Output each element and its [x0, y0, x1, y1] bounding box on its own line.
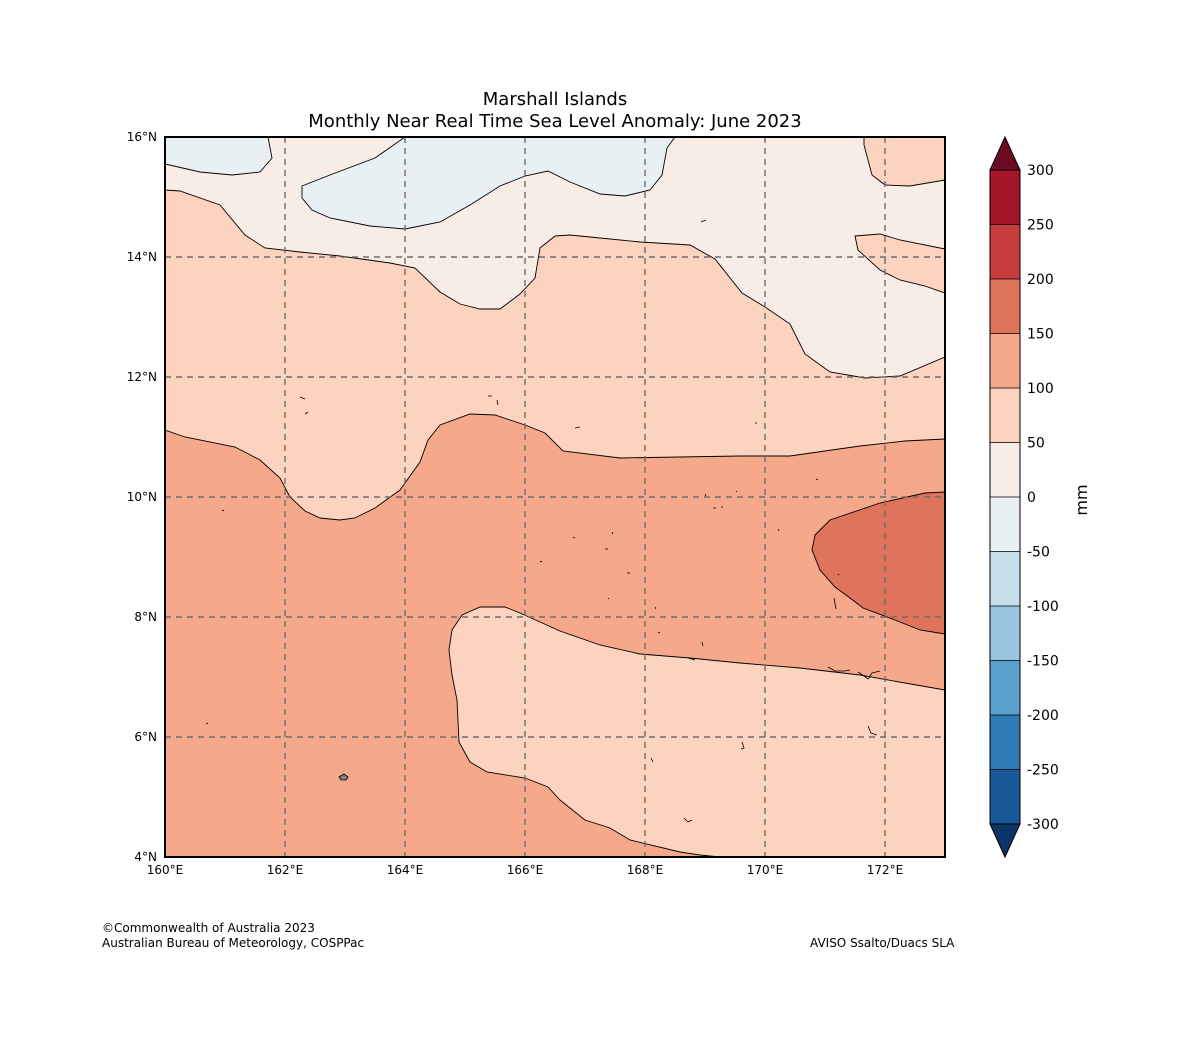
colorbar-tick-label: 100 [1027, 381, 1054, 397]
island-maloelap [833, 573, 840, 610]
y-tick-label: 16°N [127, 130, 157, 144]
anomaly-region-100-150 [165, 413, 945, 857]
x-tick-label: 168°E [627, 863, 664, 877]
colorbar-tick-label: -200 [1027, 708, 1059, 724]
x-tick-label: 170°E [747, 863, 784, 877]
chart-subtitle: Monthly Near Real Time Sea Level Anomaly… [308, 111, 801, 132]
footer-credits: ©Commonwealth of Australia 2023 Australi… [102, 921, 364, 951]
colorbar-tick-label: 50 [1027, 436, 1045, 452]
colorbar-tick-label: -150 [1027, 654, 1059, 670]
colorbar-swatch [990, 606, 1020, 661]
colorbar-tick-label: 250 [1027, 218, 1054, 234]
island-mili [740, 741, 745, 750]
anomaly-region-50-100-northeast [863, 137, 945, 187]
map-frame [164, 136, 946, 858]
colorbar-swatch [990, 442, 1020, 497]
island-wotje [777, 528, 780, 532]
y-tick-label: 8°N [134, 610, 157, 624]
anomaly-region-50-100-east [854, 233, 945, 294]
x-tick-label: 166°E [507, 863, 544, 877]
islands [205, 219, 881, 823]
y-tick-label: 12°N [127, 370, 157, 384]
colorbar-swatch [990, 715, 1020, 770]
colorbar-unit-label: mm [1072, 484, 1091, 515]
colorbar-swatch [990, 170, 1020, 225]
y-axis-tick-labels: 4°N 6°N 8°N 10°N 12°N 14°N 16°N [127, 130, 157, 864]
island-lib [539, 560, 610, 600]
island-ebon [683, 817, 693, 823]
x-tick-label: 172°E [867, 863, 904, 877]
x-tick-label: 160°E [147, 863, 184, 877]
island-ujae [572, 531, 614, 539]
colorbar: 300 250 200 150 100 50 0 -50 -100 -150 -200 -250 -30… [989, 135, 1059, 859]
colorbar-swatch [990, 551, 1020, 606]
colorbar-swatch [990, 497, 1020, 552]
y-tick-label: 6°N [134, 730, 157, 744]
island-arno [827, 666, 851, 672]
colorbar-tick-label: -100 [1027, 599, 1059, 615]
map-area [165, 137, 945, 857]
island-wake [700, 219, 707, 223]
island-kosrae [338, 773, 349, 781]
colorbar-swatch [990, 660, 1020, 715]
island-jaluit [687, 657, 696, 661]
x-tick-label: 162°E [267, 863, 304, 877]
island-likiep [713, 506, 723, 509]
footer-agency: Australian Bureau of Meteorology, COSPPa… [102, 936, 365, 950]
colorbar-swatch [990, 279, 1020, 334]
y-tick-label: 14°N [127, 250, 157, 264]
colorbar-swatch [990, 388, 1020, 443]
colorbar-tick-label: 300 [1027, 163, 1054, 179]
island-namu [654, 606, 661, 634]
y-tick-label: 4°N [134, 850, 157, 864]
y-tick-label: 10°N [127, 490, 157, 504]
colorbar-tick-label: 0 [1027, 490, 1036, 506]
island-majuro [857, 670, 881, 680]
gridlines [165, 137, 945, 857]
colorbar-tick-label: -50 [1027, 545, 1050, 561]
colorbar-extend-under [989, 823, 1021, 859]
colorbar-extend-over [989, 135, 1021, 171]
island-pingelap [205, 722, 209, 725]
colorbar-swatch [990, 769, 1020, 824]
island-ailinglaplap [701, 641, 704, 647]
island-ujelang [221, 509, 225, 512]
island-bikini [488, 395, 499, 406]
colorbar-swatch [990, 333, 1020, 388]
colorbar-tick-label: 150 [1027, 327, 1054, 343]
x-tick-label: 164°E [387, 863, 424, 877]
anomaly-region-neg-north [301, 137, 676, 230]
island-jabwot [867, 725, 878, 736]
anomaly-region-150-200 [811, 491, 945, 635]
colorbar-tick-label: -250 [1027, 763, 1059, 779]
chart-title: Marshall Islands [483, 89, 627, 110]
x-axis-tick-labels: 160°E 162°E 164°E 166°E 168°E 170°E 172°E [147, 863, 904, 877]
footer-source: AVISO Ssalto/Duacs SLA [810, 936, 955, 950]
colorbar-swatch [990, 224, 1020, 279]
anomaly-region-neg-northwest [165, 137, 273, 176]
footer-copyright: ©Commonwealth of Australia 2023 [102, 921, 315, 935]
colorbar-tick-label: -300 [1027, 817, 1059, 833]
island-enewetak [299, 396, 309, 415]
island-utirik [704, 478, 819, 497]
island-rongelap [574, 426, 581, 429]
colorbar-tick-label: 200 [1027, 272, 1054, 288]
island-namorik [650, 757, 654, 763]
